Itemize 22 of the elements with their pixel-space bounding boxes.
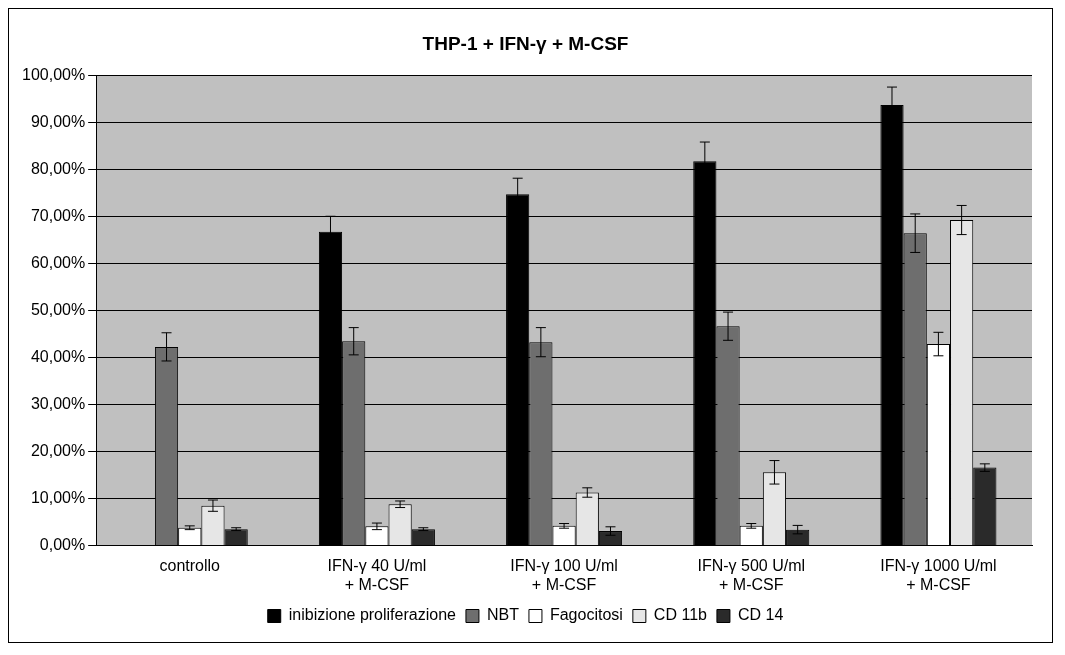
x-tick-label: IFN-γ 500 U/ml + M-CSF xyxy=(697,556,806,593)
legend-label: Fagocitosi xyxy=(549,606,623,624)
legend-label: CD 14 xyxy=(737,606,784,624)
legend-label: CD 11b xyxy=(653,606,708,624)
x-tick-label: IFN-γ 100 U/ml + M-CSF xyxy=(510,556,618,593)
y-tick-label: 30,00% xyxy=(30,395,86,413)
x-tick-label: IFN-γ 1000 U/ml + M-CSF xyxy=(880,556,997,593)
y-tick-label: 80,00% xyxy=(30,160,86,178)
y-tick-label: 70,00% xyxy=(30,207,86,225)
y-tick-label: 60,00% xyxy=(30,254,86,272)
y-tick-label: 10,00% xyxy=(30,489,86,507)
y-tick-label: 40,00% xyxy=(30,348,86,366)
y-tick-label: 0,00% xyxy=(39,536,86,554)
y-tick-label: 20,00% xyxy=(30,442,86,460)
y-tick-label: 100,00% xyxy=(21,66,86,84)
legend-label: inibizione proliferazione xyxy=(288,606,457,624)
x-tick-label: controllo xyxy=(159,556,221,574)
chart-title: THP-1 + IFN-γ + M-CSF xyxy=(422,32,629,54)
x-tick-label: IFN-γ 40 U/ml + M-CSF xyxy=(327,556,427,593)
y-tick-label: 50,00% xyxy=(30,301,86,319)
legend-label: NBT xyxy=(486,606,520,624)
y-tick-label: 90,00% xyxy=(30,113,86,131)
